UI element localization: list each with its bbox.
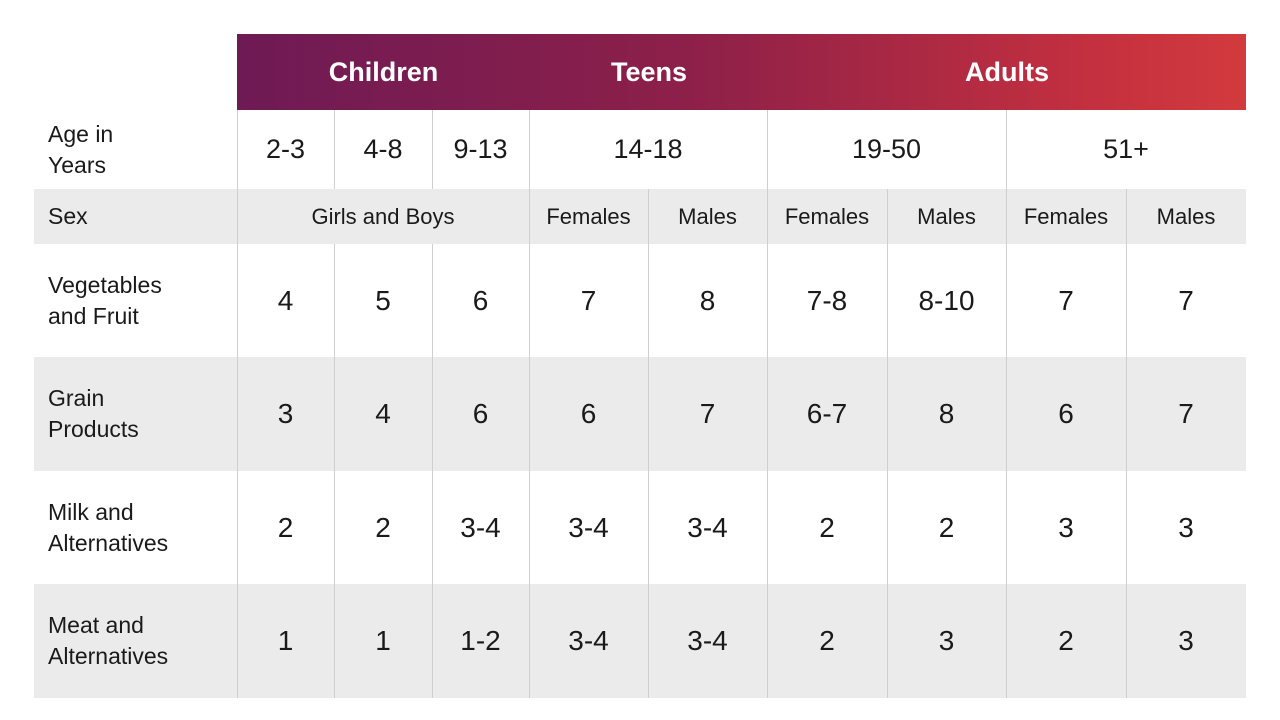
- row-label-milk: Milk and Alternatives: [48, 499, 169, 556]
- value-cell: 3-4: [568, 512, 609, 543]
- value-cell: 2: [375, 512, 391, 543]
- value-cell: 2: [277, 512, 294, 543]
- column-divider: [1006, 110, 1007, 698]
- value-cell: 8-10: [918, 285, 975, 316]
- age-range-cell: 4-8: [363, 134, 403, 164]
- grain-row-band: [34, 357, 1246, 471]
- column-divider: [887, 189, 888, 698]
- group-children: Children: [328, 56, 439, 87]
- row-label-meat: Meat and Alternatives: [48, 612, 169, 669]
- row-label-age: Age in Years: [48, 120, 114, 178]
- value-cell: 6-7: [806, 398, 848, 429]
- value-cell: 2: [938, 512, 955, 543]
- value-cell: 3-4: [687, 512, 728, 543]
- sex-cell: Females: [1023, 203, 1109, 229]
- column-divider: [1126, 189, 1127, 698]
- value-cell: 1: [277, 625, 294, 656]
- group-teens: Teens: [610, 56, 688, 87]
- sex-cell: Females: [546, 203, 631, 229]
- value-cell: 8: [699, 285, 716, 316]
- value-cell: 1: [375, 625, 391, 656]
- value-cell: 3-4: [460, 512, 501, 543]
- column-divider: [529, 110, 530, 698]
- value-cell: 7-8: [806, 285, 848, 316]
- age-range-cell: 19-50: [851, 134, 922, 164]
- age-range-cell: 9-13: [453, 134, 508, 164]
- row-label-vegetables: Vegetables and Fruit: [48, 272, 162, 329]
- sex-cell: Males: [1156, 203, 1216, 229]
- value-cell: 4: [375, 398, 391, 429]
- value-cell: 3: [277, 398, 294, 429]
- age-range-cell: 51+: [1103, 134, 1149, 164]
- sex-cell: Males: [917, 203, 976, 229]
- value-cell: 7: [580, 285, 597, 316]
- row-label-grain: Grain Products: [48, 385, 139, 442]
- value-cell: 4: [277, 285, 294, 316]
- value-cell: 2: [1058, 625, 1074, 656]
- value-cell: 2: [819, 512, 835, 543]
- column-divider: [648, 189, 649, 698]
- column-divider: [334, 110, 335, 189]
- value-cell: 6: [472, 398, 489, 429]
- column-divider: [767, 110, 768, 698]
- value-cell: 3-4: [568, 625, 609, 656]
- sex-row-band: [34, 189, 1246, 244]
- value-cell: 7: [1178, 398, 1194, 429]
- value-cell: 3: [1178, 512, 1194, 543]
- value-cell: 3: [938, 625, 955, 656]
- column-divider: [432, 110, 433, 189]
- value-cell: 3: [1058, 512, 1074, 543]
- column-divider: [432, 244, 433, 698]
- value-cell: 5: [375, 285, 391, 316]
- age-range-cell: 2-3: [265, 134, 306, 164]
- sex-cell: Females: [784, 203, 870, 229]
- sex-cell: Males: [678, 203, 737, 229]
- column-divider: [237, 110, 238, 698]
- value-cell: 7: [1058, 285, 1074, 316]
- value-cell: 7: [1178, 285, 1194, 316]
- value-cell: 6: [472, 285, 489, 316]
- value-cell: 2: [819, 625, 835, 656]
- value-cell: 8: [938, 398, 955, 429]
- value-cell: 3-4: [687, 625, 728, 656]
- age-group-header: Children Teens Adults: [237, 34, 1246, 110]
- value-cell: 6: [580, 398, 597, 429]
- age-range-cell: 14-18: [613, 134, 683, 164]
- value-cell: 1-2: [460, 625, 501, 656]
- meat-row-band: [34, 584, 1246, 698]
- value-cell: 3: [1178, 625, 1194, 656]
- column-divider: [334, 244, 335, 698]
- group-adults: Adults: [965, 56, 1049, 87]
- sex-cell: Girls and Boys: [311, 203, 455, 229]
- value-cell: 7: [699, 398, 716, 429]
- row-label-sex: Sex: [48, 203, 88, 229]
- value-cell: 6: [1058, 398, 1074, 429]
